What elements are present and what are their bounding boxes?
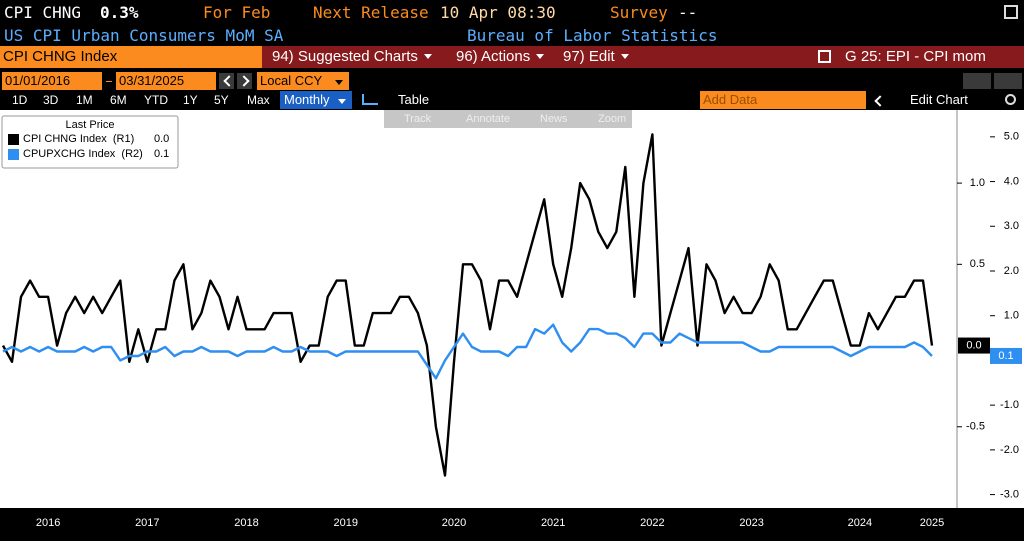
security-field[interactable]: CPI CHNG Index — [0, 46, 262, 68]
chart-tool[interactable]: News — [540, 113, 568, 125]
y-tick-label: -1.0 — [1000, 399, 1019, 411]
chart-tool[interactable]: Zoom — [598, 113, 626, 125]
description: US CPI Urban Consumers MoM SA — [4, 26, 284, 45]
chart-tools — [384, 110, 632, 128]
y-tick-label: -2.0 — [1000, 444, 1019, 456]
toolbar-row: 1D 3D 1M 6M YTD 1Y 5Y Max Monthly Table … — [0, 91, 1024, 109]
x-tick-label: 2019 — [333, 517, 357, 529]
y-tick-label: 2.0 — [1004, 265, 1019, 277]
release-time: 10 Apr 08:30 — [440, 3, 556, 22]
legend-label: CPUPXCHG Index (R2) — [23, 148, 143, 160]
period-button[interactable]: 1Y — [183, 93, 198, 107]
survey-label: Survey — [610, 3, 668, 22]
legend-box — [1, 115, 179, 169]
prev-button[interactable] — [219, 73, 235, 89]
chart-tool[interactable]: Annotate — [466, 113, 510, 125]
y-tick-label: -3.0 — [1000, 488, 1019, 500]
period: For Feb — [203, 3, 271, 22]
frequency-select[interactable]: Monthly — [280, 91, 352, 109]
ticker: CPI CHNG — [4, 3, 82, 22]
x-tick-label: 2024 — [848, 517, 872, 529]
legend-swatch — [8, 149, 19, 160]
survey-value: -- — [678, 3, 698, 22]
last-value-tag — [958, 337, 990, 354]
y-tick-label: 1.0 — [970, 177, 985, 189]
description-row: US CPI Urban Consumers MoM SA Bureau of … — [0, 26, 1024, 46]
y-tick-label: 3.0 — [1004, 220, 1019, 232]
series-line — [2, 323, 933, 380]
next-button[interactable] — [237, 73, 252, 89]
redo-button[interactable] — [994, 73, 1022, 89]
settings-icon[interactable] — [1005, 94, 1016, 105]
last-value-label: 0.1 — [998, 350, 1013, 362]
x-tick-label: 2020 — [442, 517, 466, 529]
y-tick-label: -0.5 — [966, 421, 985, 433]
y-tick-label: 4.0 — [1004, 175, 1019, 187]
y-tick-label: 5.0 — [1004, 131, 1019, 143]
undo-button[interactable] — [963, 73, 991, 89]
y-tick-label: 1.0 — [1004, 310, 1019, 322]
period-button[interactable]: 3D — [43, 93, 59, 107]
x-tick-label: 2017 — [135, 517, 159, 529]
launch-icon[interactable] — [818, 50, 831, 63]
release-label: Next Release — [313, 3, 429, 22]
menu-item[interactable]: 97) Edit — [563, 46, 635, 68]
date-separator — [106, 81, 112, 82]
chart-tool[interactable]: Track — [404, 113, 432, 125]
x-tick-label: 2023 — [739, 517, 763, 529]
currency-select[interactable]: Local CCY — [257, 72, 349, 90]
period-button[interactable]: YTD — [144, 93, 168, 107]
end-date[interactable]: 03/31/2025 — [116, 72, 216, 90]
x-tick-label: 2022 — [640, 517, 664, 529]
legend-label: CPI CHNG Index (R1) — [23, 133, 134, 145]
popout-icon[interactable] — [1004, 5, 1018, 19]
last-value-label: 0.0 — [966, 339, 981, 351]
plot-background — [0, 110, 1024, 508]
last-value-tag — [990, 347, 1022, 364]
period-button[interactable]: 1M — [76, 93, 93, 107]
header-row: CPI CHNG 0.3% For Feb Next Release 10 Ap… — [0, 0, 1024, 26]
start-date[interactable]: 01/01/2016 — [2, 72, 102, 90]
series-line — [1, 133, 934, 477]
x-tick-label: 2018 — [234, 517, 258, 529]
source: Bureau of Labor Statistics — [467, 26, 718, 45]
collapse-icon[interactable] — [874, 95, 886, 107]
period-button[interactable]: Max — [247, 93, 270, 107]
legend-title: Last Price — [66, 119, 115, 131]
menu-bar: CPI CHNG Index 94) Suggested Charts 96) … — [0, 46, 1024, 68]
x-tick-label: 2016 — [36, 517, 60, 529]
period-button[interactable]: 5Y — [214, 93, 229, 107]
x-tick-label: 2021 — [541, 517, 565, 529]
y-tick-label: 0.5 — [970, 258, 985, 270]
last-value: 0.3% — [100, 3, 139, 22]
function-name: G 25: EPI - CPI mom — [845, 48, 986, 65]
x-tick-label: 2025 — [920, 517, 944, 529]
period-button[interactable]: 6M — [110, 93, 127, 107]
legend-value: 0.1 — [154, 148, 169, 160]
legend-swatch — [8, 134, 19, 145]
chart-type-icon[interactable] — [362, 94, 378, 105]
add-data-field[interactable]: Add Data — [700, 91, 866, 109]
edit-chart-button[interactable]: Edit Chart — [910, 92, 968, 107]
x-axis-strip — [0, 508, 1024, 541]
menu-item[interactable]: 94) Suggested Charts — [272, 46, 438, 68]
legend-value: 0.0 — [154, 133, 169, 145]
table-button[interactable]: Table — [398, 92, 430, 107]
menu-item[interactable]: 96) Actions — [456, 46, 550, 68]
date-row: 01/01/2016 03/31/2025 Local CCY — [0, 72, 1024, 90]
period-button[interactable]: 1D — [12, 93, 28, 107]
